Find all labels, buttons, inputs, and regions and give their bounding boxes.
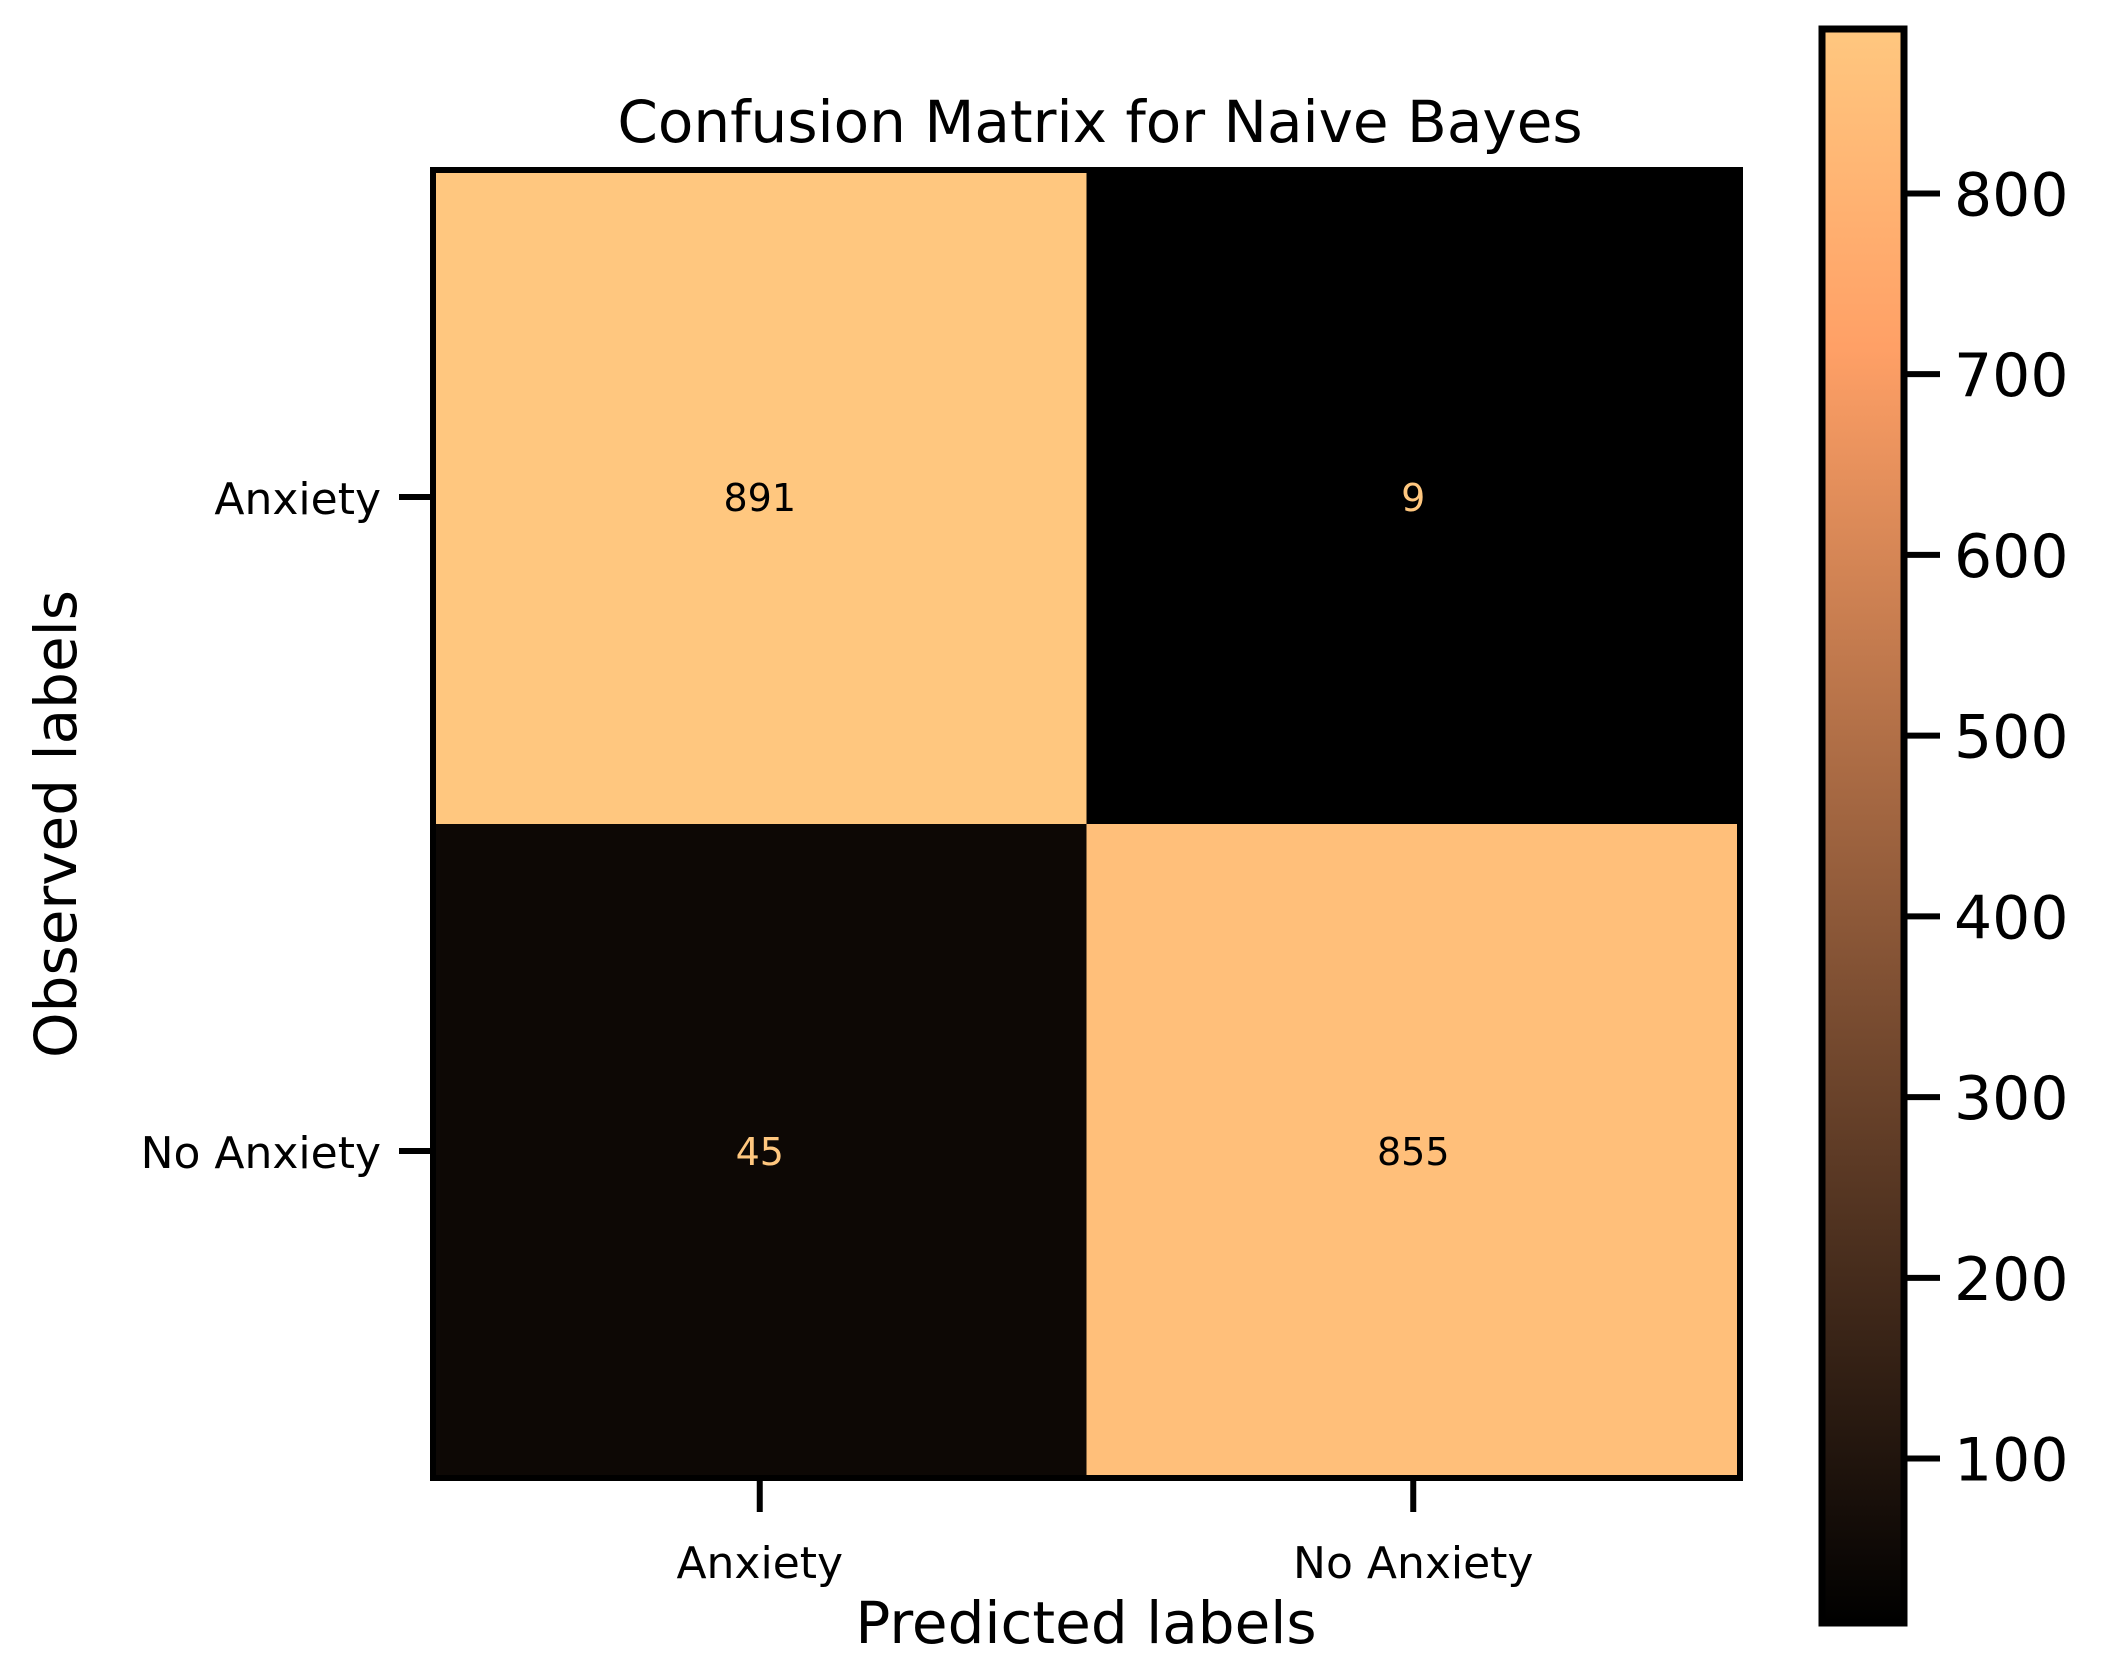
colorbar-ticks: 100 200 300 400 500 600 700 800 — [1904, 160, 2069, 1496]
x-tick-label: No Anxiety — [1293, 1538, 1533, 1589]
y-axis-label: Observed labels — [22, 590, 90, 1058]
x-axis-label: Predicted labels — [855, 1589, 1316, 1657]
colorbar-tick-label: 800 — [1954, 160, 2069, 230]
plot-frame — [430, 167, 1743, 1481]
colorbar-tick-label: 300 — [1954, 1064, 2069, 1134]
colorbar-tick-label: 100 — [1954, 1426, 2069, 1496]
matrix-cell — [1086, 824, 1741, 1479]
x-axis-ticks: Anxiety No Anxiety — [676, 1478, 1533, 1589]
colorbar-tick-label: 400 — [1954, 883, 2069, 953]
y-tick-label: No Anxiety — [141, 1128, 381, 1179]
matrix-cell — [433, 824, 1087, 1479]
colorbar-tick-label: 600 — [1954, 522, 2069, 592]
colorbar — [1818, 25, 1908, 1627]
matrix-cell-value: 891 — [723, 476, 796, 520]
x-tick-label: Anxiety — [676, 1538, 843, 1589]
y-axis-ticks: Anxiety No Anxiety — [141, 474, 433, 1179]
matrix-cell-value: 45 — [736, 1130, 784, 1174]
colorbar-tick-label: 700 — [1954, 341, 2069, 411]
matrix-cells — [433, 170, 1741, 1479]
matrix-cell-labels: 891 9 45 855 — [723, 476, 1449, 1174]
matrix-cell — [1086, 170, 1741, 825]
matrix-cell-value: 9 — [1401, 476, 1425, 520]
colorbar-tick-label: 500 — [1954, 703, 2069, 773]
matrix-cell-value: 855 — [1377, 1130, 1450, 1174]
colorbar-tick-label: 200 — [1954, 1245, 2069, 1315]
matrix-cell — [433, 170, 1087, 825]
y-tick-label: Anxiety — [214, 474, 381, 525]
chart-title: Confusion Matrix for Naive Bayes — [617, 88, 1582, 156]
